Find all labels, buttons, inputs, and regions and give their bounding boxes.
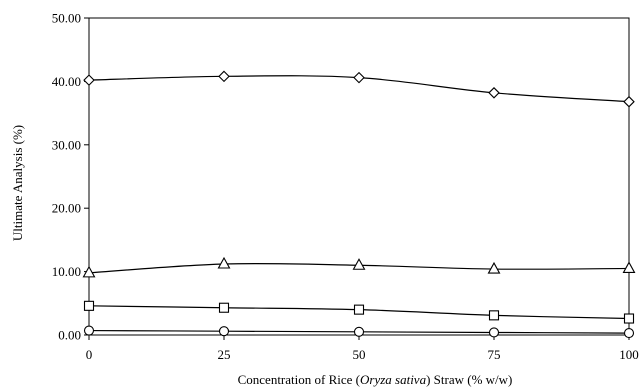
x-tick-label: 0	[86, 347, 93, 362]
y-tick-label: 10.00	[52, 264, 81, 279]
y-tick-label: 30.00	[52, 137, 81, 152]
square-point	[488, 310, 500, 321]
x-axis-label: Concentration of Rice (Oryza sativa) Str…	[238, 372, 513, 387]
y-tick-label: 50.00	[52, 11, 81, 26]
triangle-point	[82, 265, 96, 278]
circle-point	[623, 328, 635, 339]
triangle-point	[217, 256, 231, 269]
plot-frame	[88, 17, 630, 336]
circle-point	[488, 327, 500, 338]
y-tick-label: 0.00	[58, 328, 81, 343]
circle-point	[353, 326, 365, 337]
series-markers	[82, 70, 636, 339]
diamond-point	[83, 74, 95, 86]
square-point	[353, 304, 365, 315]
y-tick-label: 20.00	[52, 201, 81, 216]
x-tick-label: 100	[619, 347, 639, 362]
y-axis-label: Ultimate Analysis (%)	[10, 125, 25, 241]
square-point	[83, 300, 95, 311]
x-tick-label: 50	[353, 347, 366, 362]
diamond-point	[353, 71, 365, 84]
diamond-point	[623, 95, 635, 108]
diamond-point	[488, 87, 500, 99]
square-point	[218, 302, 230, 313]
triangle-point	[352, 258, 366, 270]
tick-labels: 0.00 10.00 20.00 30.00 40.00 50.00 0 25 50 75 100	[52, 11, 639, 363]
x-tick-label: 25	[218, 347, 231, 362]
square-point	[623, 313, 635, 324]
triangle-point	[487, 261, 501, 274]
plot-area	[84, 17, 630, 340]
diamond-point	[218, 70, 230, 83]
circle-point	[218, 326, 230, 337]
circle-point	[83, 325, 95, 336]
y-tick-label: 40.00	[52, 74, 81, 89]
triangle-point	[622, 261, 636, 273]
series-lines	[88, 75, 630, 334]
x-tick-label: 75	[488, 347, 501, 362]
